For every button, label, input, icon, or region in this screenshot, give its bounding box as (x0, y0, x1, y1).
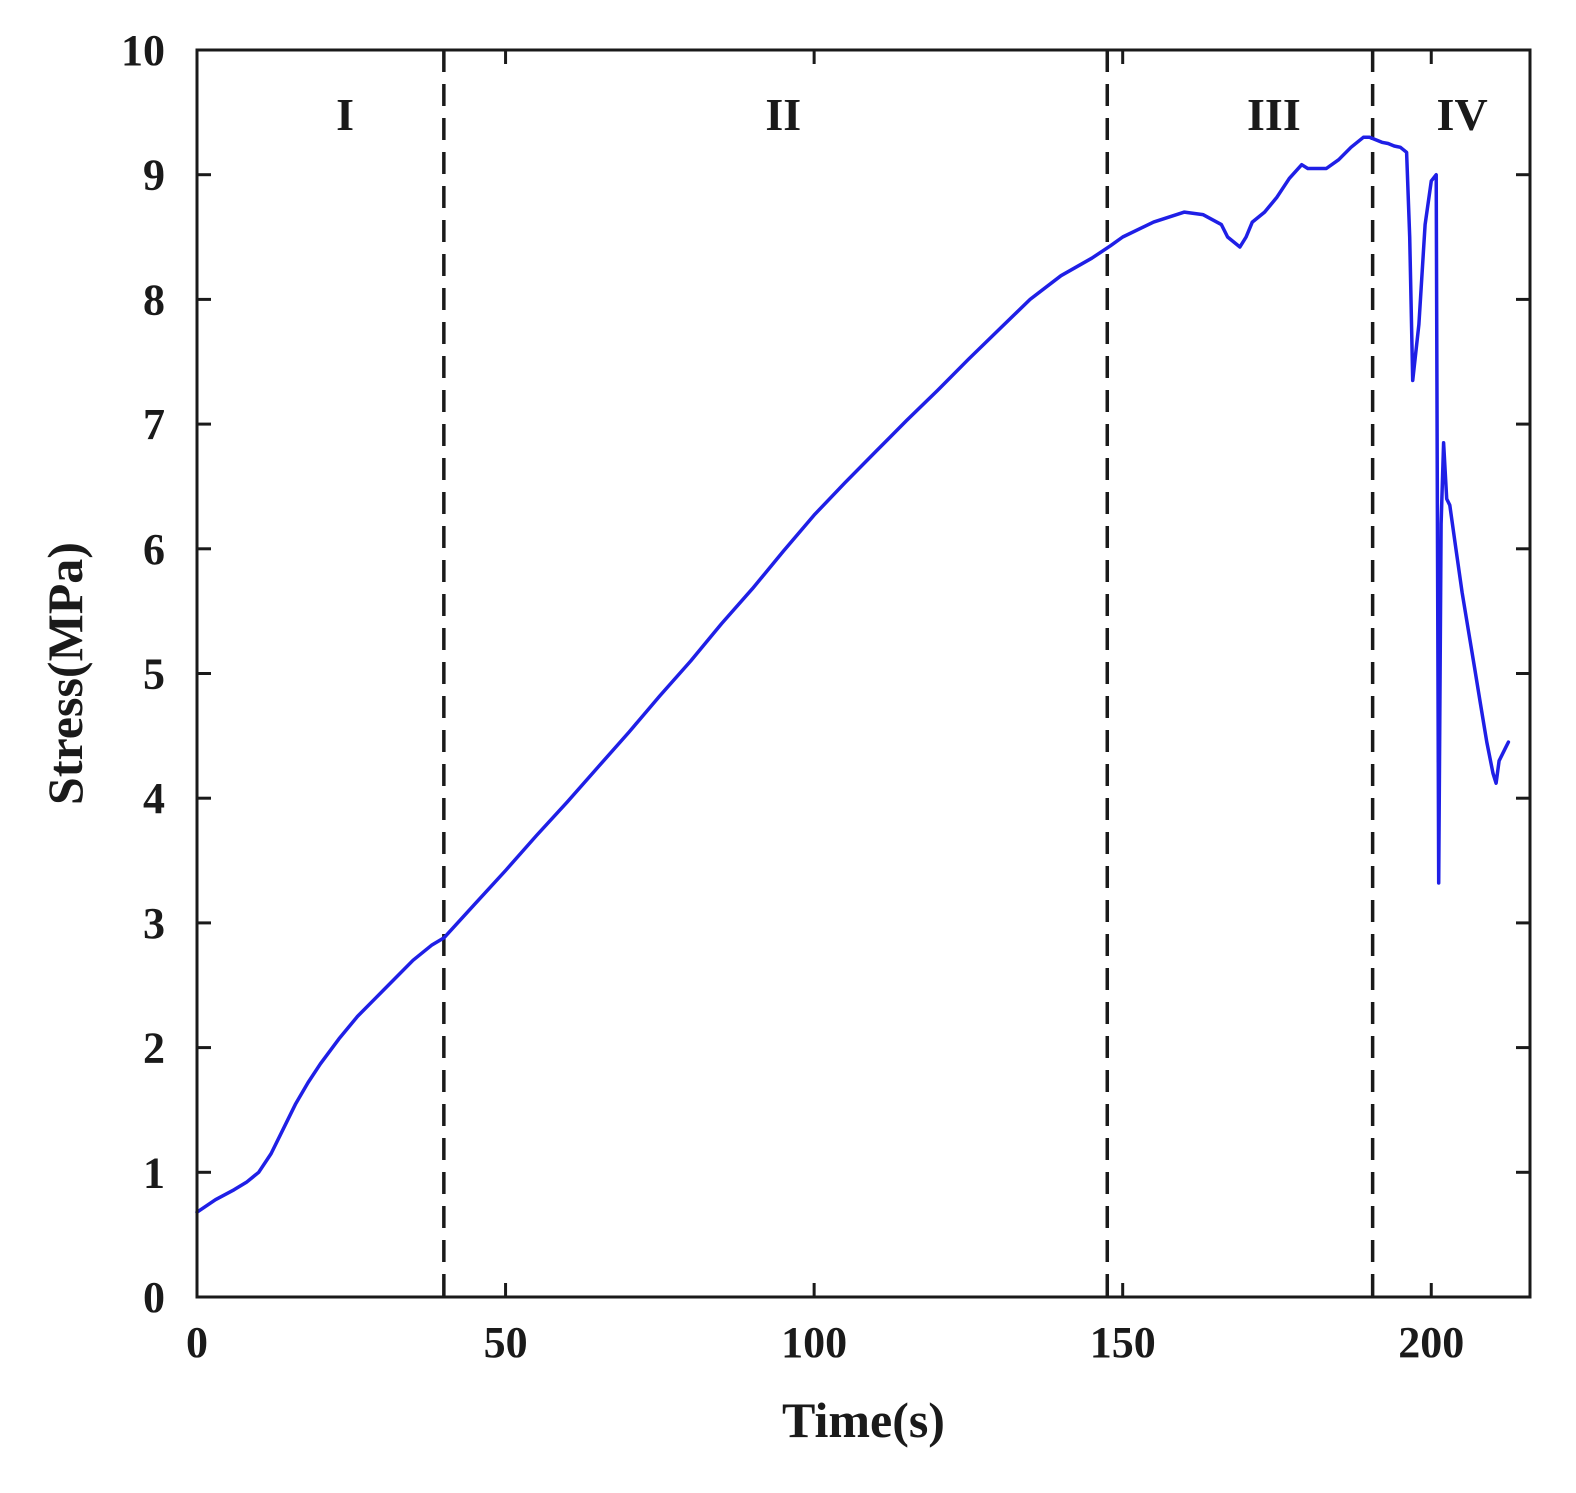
phase-boundary-lines (442, 50, 1375, 1297)
y-tick-label: 4 (143, 774, 165, 823)
phase-label: III (1247, 89, 1301, 140)
plot-frame (195, 48, 1532, 1299)
stress-series-line (195, 135, 1511, 1214)
phase-labels: I II III IV (336, 89, 1488, 140)
y-tick-label: 9 (143, 151, 165, 200)
phase-label: II (765, 89, 801, 140)
y-tick-label: 8 (143, 275, 165, 324)
y-tick-label: 6 (143, 525, 165, 574)
phase-label: I (336, 89, 354, 140)
y-tick-label: 10 (121, 26, 165, 75)
x-tick-label: 100 (781, 1318, 847, 1367)
x-axis-title: Time(s) (782, 1392, 945, 1448)
y-tick-label: 5 (143, 650, 165, 699)
y-tick-label: 2 (143, 1024, 165, 1073)
y-axis-title: Stress(MPa) (37, 542, 93, 805)
phase-label: IV (1437, 89, 1488, 140)
x-tick-label: 50 (484, 1318, 528, 1367)
y-tick-label: 7 (143, 400, 165, 449)
x-tick-label: 150 (1090, 1318, 1156, 1367)
x-tick-label: 200 (1398, 1318, 1464, 1367)
y-tick-label: 1 (143, 1148, 165, 1197)
series-layer (195, 135, 1511, 1214)
y-tick-label: 0 (143, 1273, 165, 1322)
y-tick-label: 3 (143, 899, 165, 948)
x-tick-label: 0 (186, 1318, 208, 1367)
ticks-layer: 0 50 100 150 200 0 1 2 3 4 5 6 7 8 9 10 (121, 26, 1530, 1367)
